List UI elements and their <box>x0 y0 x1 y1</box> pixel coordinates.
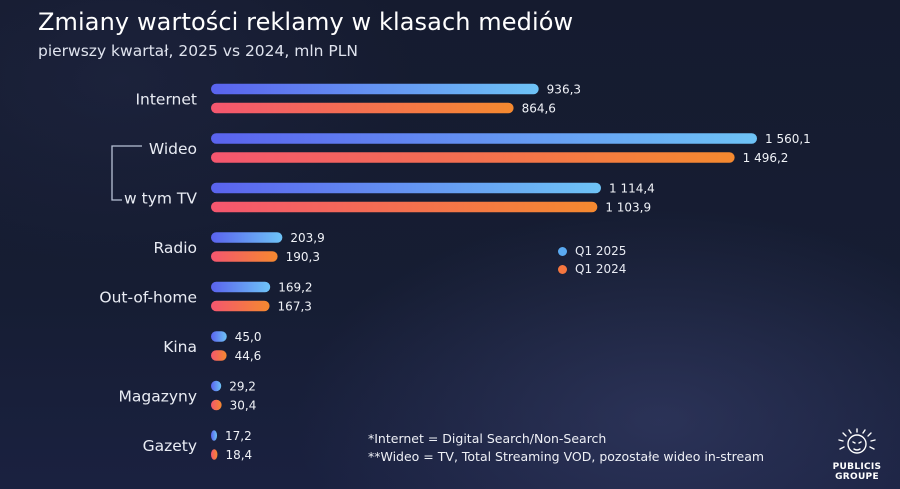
data-label: 864,6 <box>522 102 556 116</box>
category-label: Out-of-home <box>99 289 197 307</box>
data-label: 17,2 <box>225 429 252 443</box>
category-label: w tym TV <box>124 190 197 208</box>
legend-item-q1-2024: Q1 2024 <box>558 260 626 278</box>
category-label: Kina <box>163 338 197 356</box>
data-label: 936,3 <box>547 83 581 97</box>
bar-q1-2024 <box>211 399 222 411</box>
data-label: 44,6 <box>235 349 262 363</box>
bar-q1-2025 <box>211 331 227 342</box>
data-label: 169,2 <box>278 281 312 295</box>
category-label: Radio <box>153 239 197 257</box>
category-label: Magazyny <box>118 388 197 406</box>
bar-q1-2024 <box>211 102 514 114</box>
data-label: 1 103,9 <box>605 201 651 215</box>
bar-q1-2024 <box>211 201 598 213</box>
data-label: 1 560,1 <box>765 132 811 146</box>
bar-q1-2024 <box>211 350 227 361</box>
category-label: Gazety <box>143 437 197 455</box>
footnotes: *Internet = Digital Search/Non-Search **… <box>368 430 764 466</box>
chart-legend: Q1 2025 Q1 2024 <box>558 242 626 278</box>
chart-subtitle: pierwszy kwartał, 2025 vs 2024, mln PLN <box>38 42 358 60</box>
bar-q1-2025 <box>211 232 283 243</box>
bar-q1-2025 <box>211 83 539 95</box>
logo-text-line1: PUBLICIS <box>832 462 882 472</box>
bar-q1-2025 <box>211 281 271 293</box>
chart-title: Zmiany wartości reklamy w klasach mediów <box>38 8 574 36</box>
bar-q1-2024 <box>211 300 270 312</box>
wideo-tv-bracket <box>111 145 142 201</box>
bar-q1-2025 <box>211 182 602 194</box>
legend-label: Q1 2024 <box>575 262 627 276</box>
bar-q1-2025 <box>211 430 218 441</box>
bar-q1-2025 <box>211 133 757 144</box>
publicis-logo: PUBLICIS GROUPE <box>826 428 888 486</box>
data-label: 30,4 <box>230 399 257 413</box>
data-label: 18,4 <box>225 448 252 462</box>
footnote-internet: *Internet = Digital Search/Non-Search <box>368 431 607 446</box>
category-label: Internet <box>135 91 197 109</box>
category-label: Wideo <box>149 140 197 158</box>
data-label: 29,2 <box>229 380 256 394</box>
legend-dot-icon <box>558 246 567 256</box>
bar-q1-2024 <box>211 449 218 460</box>
data-label: 167,3 <box>278 300 312 314</box>
logo-text-line2: GROUPE <box>835 472 879 482</box>
legend-item-q1-2025: Q1 2025 <box>558 242 626 260</box>
data-label: 45,0 <box>235 330 262 344</box>
bar-q1-2024 <box>211 152 735 163</box>
footnote-wideo: **Wideo = TV, Total Streaming VOD, pozos… <box>368 449 765 464</box>
lion-head-icon <box>838 428 876 454</box>
bar-q1-2025 <box>211 380 222 392</box>
legend-dot-icon <box>558 264 567 274</box>
data-label: 1 496,2 <box>743 151 789 165</box>
data-label: 190,3 <box>286 250 320 264</box>
data-label: 203,9 <box>290 231 324 245</box>
bar-q1-2024 <box>211 251 278 262</box>
data-label: 1 114,4 <box>609 182 655 196</box>
legend-label: Q1 2025 <box>575 244 627 258</box>
